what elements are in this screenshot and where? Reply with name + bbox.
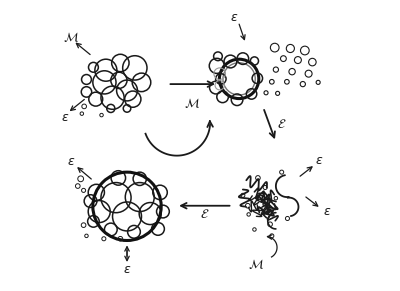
Text: $\varepsilon$: $\varepsilon$ xyxy=(67,155,75,168)
Text: $\varepsilon$: $\varepsilon$ xyxy=(315,154,324,167)
Text: $\mathcal{E}$: $\mathcal{E}$ xyxy=(277,118,286,131)
Text: $\varepsilon$: $\varepsilon$ xyxy=(61,111,70,125)
Text: $\mathcal{E}$: $\mathcal{E}$ xyxy=(200,208,209,221)
Text: $\varepsilon$: $\varepsilon$ xyxy=(230,11,238,24)
Text: $\varepsilon$: $\varepsilon$ xyxy=(123,263,131,276)
Text: $\varepsilon$: $\varepsilon$ xyxy=(323,205,332,218)
Text: $\mathcal{M}$: $\mathcal{M}$ xyxy=(248,257,264,271)
Text: $\mathcal{M}$: $\mathcal{M}$ xyxy=(63,30,79,44)
Text: $\mathcal{M}$: $\mathcal{M}$ xyxy=(184,96,200,110)
